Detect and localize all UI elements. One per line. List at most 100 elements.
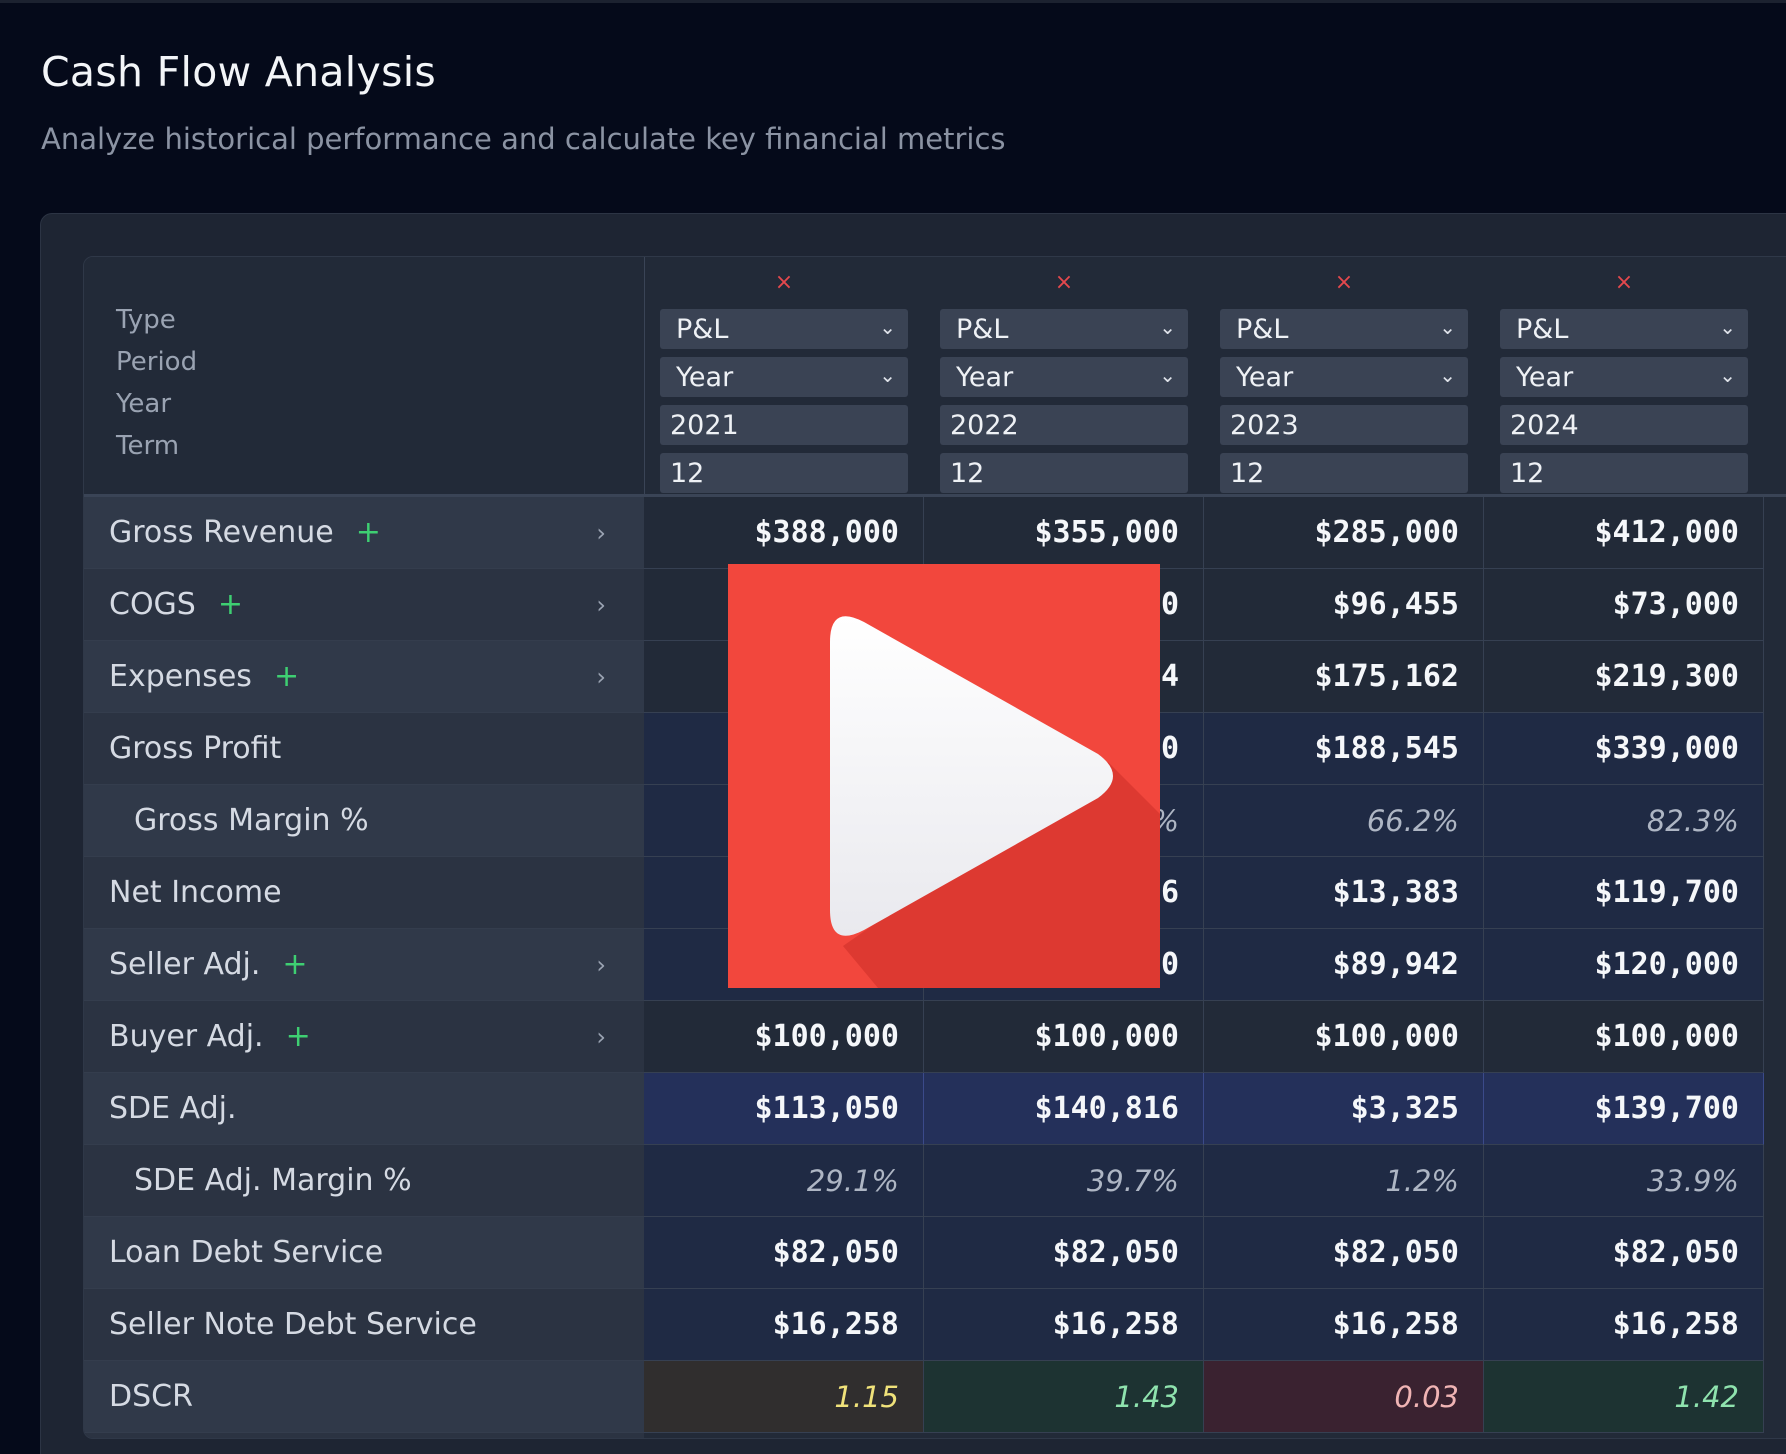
value-cell: $140,816 — [924, 1073, 1204, 1145]
play-icon[interactable] — [728, 564, 1160, 988]
type-select[interactable]: P&L ⌄ — [1500, 309, 1748, 349]
chevron-right-icon[interactable]: › — [596, 518, 606, 547]
header-labels: Type Period Year Term — [84, 257, 644, 497]
row-label: Net Income — [84, 857, 644, 929]
remove-column-icon[interactable]: × — [1054, 270, 1074, 295]
type-select[interactable]: P&L ⌄ — [1220, 309, 1468, 349]
term-input[interactable]: 12 — [1220, 453, 1468, 493]
value-cell: $285,000 — [1204, 497, 1484, 569]
value-cell: $188,545 — [1204, 713, 1484, 785]
row-label-text: COGS — [109, 587, 196, 622]
value-cell: 1.2% — [1204, 1145, 1484, 1217]
year-input[interactable]: 2021 — [660, 405, 908, 445]
period-select[interactable]: Year ⌄ — [940, 357, 1188, 397]
value-cell: $3,325 — [1204, 1073, 1484, 1145]
period-select-value: Year — [1516, 361, 1574, 393]
chevron-right-icon[interactable]: › — [596, 950, 606, 979]
value-cell: $73,000 — [1484, 569, 1764, 641]
value-cell: 29.1% — [644, 1145, 924, 1217]
value-cell: $16,258 — [1484, 1289, 1764, 1361]
value-cell: $219,300 — [1484, 641, 1764, 713]
row-label-text: Net Income — [109, 875, 282, 910]
value-cell: $119,700 — [1484, 857, 1764, 929]
year-label: Year — [116, 389, 172, 419]
period-select[interactable]: Year ⌄ — [1220, 357, 1468, 397]
term-input[interactable]: 12 — [660, 453, 908, 493]
row-label[interactable]: Expenses + › — [84, 641, 644, 713]
column-header: × P&L ⌄ Year ⌄ 2022 12 — [924, 257, 1204, 497]
value-cell: $412,000 — [1484, 497, 1764, 569]
chevron-right-icon[interactable]: › — [596, 1022, 606, 1051]
value-cell: $388,000 — [644, 497, 924, 569]
row-label: SDE Adj. Margin % — [84, 1145, 644, 1217]
value-cell: $96,455 — [1204, 569, 1484, 641]
chevron-down-icon: ⌄ — [1439, 315, 1456, 339]
value-cell: $175,162 — [1204, 641, 1484, 713]
period-select[interactable]: Year ⌄ — [1500, 357, 1748, 397]
chevron-down-icon: ⌄ — [879, 315, 896, 339]
value-cell: $355,000 — [924, 497, 1204, 569]
row-label[interactable]: Seller Adj. + › — [84, 929, 644, 1001]
chevron-right-icon[interactable]: › — [596, 662, 606, 691]
row-label-text: SDE Adj. — [109, 1091, 237, 1126]
row-label-text: Seller Adj. — [109, 947, 261, 982]
remove-column-icon[interactable]: × — [1334, 270, 1354, 295]
value-cell: 82.3% — [1484, 785, 1764, 857]
value-cell: $100,000 — [1484, 1001, 1764, 1073]
add-icon[interactable]: + — [217, 587, 243, 622]
year-input[interactable]: 2024 — [1500, 405, 1748, 445]
type-select[interactable]: P&L ⌄ — [660, 309, 908, 349]
period-label: Period — [116, 347, 198, 377]
value-cell: $100,000 — [644, 1001, 924, 1073]
type-select[interactable]: P&L ⌄ — [940, 309, 1188, 349]
row-label-text: Gross Margin % — [134, 803, 369, 838]
chevron-right-icon[interactable]: › — [596, 590, 606, 619]
column-header: × P&L ⌄ Year ⌄ 2021 12 — [644, 257, 924, 497]
header-bottom-border — [644, 494, 1786, 497]
add-icon[interactable]: + — [355, 515, 381, 550]
value-cell: $139,700 — [1484, 1073, 1764, 1145]
add-icon[interactable]: + — [273, 659, 300, 694]
row-label[interactable]: Buyer Adj. + › — [84, 1001, 644, 1073]
value-cell: $113,050 — [644, 1073, 924, 1145]
row-label-text: Buyer Adj. — [109, 1019, 264, 1054]
term-label: Term — [116, 431, 180, 461]
row-labels-column: Type Period Year Term Gross Revenue + › COG… — [84, 257, 644, 1438]
value-cell: $82,050 — [644, 1217, 924, 1289]
value-cell: 0.03 — [1204, 1361, 1484, 1433]
value-cell: $16,258 — [1204, 1289, 1484, 1361]
type-select-value: P&L — [676, 313, 729, 345]
year-input[interactable]: 2022 — [940, 405, 1188, 445]
period-select-value: Year — [676, 361, 734, 393]
row-label[interactable]: Gross Revenue + › — [84, 497, 644, 569]
column-header: × P&L ⌄ Year ⌄ 2023 12 — [1204, 257, 1484, 497]
chevron-down-icon: ⌄ — [1159, 363, 1176, 387]
row-label: Loan Debt Service — [84, 1217, 644, 1289]
term-input[interactable]: 12 — [1500, 453, 1748, 493]
value-cell: $82,050 — [1204, 1217, 1484, 1289]
page-subtitle: Analyze historical performance and calcu… — [41, 122, 1006, 156]
value-cell: $100,000 — [1204, 1001, 1484, 1073]
row-label-text: Loan Debt Service — [109, 1235, 384, 1270]
row-label: Gross Profit — [84, 713, 644, 785]
period-select[interactable]: Year ⌄ — [660, 357, 908, 397]
value-cell: 1.43 — [924, 1361, 1204, 1433]
row-label[interactable]: COGS + › — [84, 569, 644, 641]
type-label: Type — [116, 305, 176, 335]
year-input[interactable]: 2023 — [1220, 405, 1468, 445]
type-select-value: P&L — [1236, 313, 1289, 345]
chevron-down-icon: ⌄ — [1439, 363, 1456, 387]
add-icon[interactable]: + — [282, 947, 308, 982]
add-icon[interactable]: + — [285, 1019, 311, 1054]
chevron-down-icon: ⌄ — [879, 363, 896, 387]
remove-column-icon[interactable]: × — [774, 270, 794, 295]
value-cell: $89,942 — [1204, 929, 1484, 1001]
remove-column-icon[interactable]: × — [1614, 270, 1634, 295]
column-header: × P&L ⌄ Year ⌄ 2024 12 — [1484, 257, 1764, 497]
value-cell: $13,383 — [1204, 857, 1484, 929]
value-cell: $82,050 — [924, 1217, 1204, 1289]
chevron-down-icon: ⌄ — [1719, 363, 1736, 387]
term-input[interactable]: 12 — [940, 453, 1188, 493]
value-cell: $339,000 — [1484, 713, 1764, 785]
row-label-text: Expenses — [109, 659, 252, 694]
